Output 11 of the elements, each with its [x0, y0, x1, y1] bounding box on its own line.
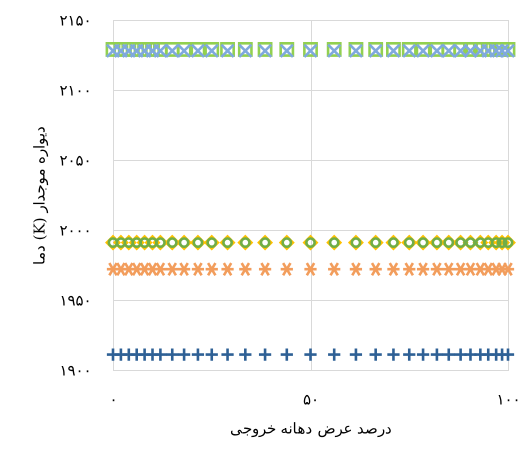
y-tick-label: ۲۰۵۰ [60, 152, 92, 170]
y-tick-label: ۲۱۰۰ [60, 82, 92, 100]
x-axis-title: درصد عرض دهانه خروجی [230, 420, 392, 438]
x-tick-label: ۵۰ [303, 390, 319, 408]
x-tick-label: ۰ [110, 390, 118, 408]
y-tick-label: ۲۱۵۰ [60, 12, 92, 30]
y-tick-label: ۲۰۰۰ [60, 222, 92, 240]
y-axis-title: دما (K) دیواره موجدار [30, 126, 48, 266]
y-tick-label: ۱۹۰۰ [60, 362, 92, 380]
y-tick-label: ۱۹۵۰ [60, 292, 92, 310]
x-tick-label: ۱۰۰ [496, 390, 520, 408]
